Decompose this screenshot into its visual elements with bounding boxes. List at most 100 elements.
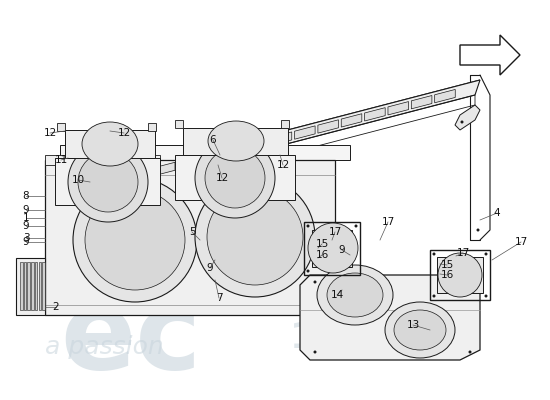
Text: 5: 5 <box>189 227 195 237</box>
Text: 12: 12 <box>276 160 290 170</box>
Text: 12: 12 <box>43 128 57 138</box>
Ellipse shape <box>317 265 393 325</box>
Text: 9: 9 <box>23 237 29 247</box>
Bar <box>39 262 41 310</box>
Ellipse shape <box>82 122 138 166</box>
Bar <box>175 120 183 128</box>
Text: 9: 9 <box>207 263 213 273</box>
Ellipse shape <box>327 273 383 317</box>
Polygon shape <box>437 257 483 293</box>
Circle shape <box>460 120 464 124</box>
Bar <box>57 123 65 131</box>
Text: 16: 16 <box>315 250 329 260</box>
Circle shape <box>284 123 286 125</box>
Polygon shape <box>16 258 45 315</box>
Text: 15: 15 <box>315 239 329 249</box>
Circle shape <box>279 132 283 136</box>
Text: 3: 3 <box>23 233 29 243</box>
Polygon shape <box>65 130 155 158</box>
Text: 4: 4 <box>494 208 501 218</box>
Polygon shape <box>201 150 222 164</box>
Polygon shape <box>248 138 268 151</box>
Text: 1985: 1985 <box>290 320 390 354</box>
Text: 12: 12 <box>216 173 229 183</box>
Text: a passion: a passion <box>45 335 164 359</box>
Circle shape <box>355 224 358 228</box>
Ellipse shape <box>438 253 482 297</box>
Text: 12: 12 <box>117 128 131 138</box>
Circle shape <box>469 280 471 284</box>
Polygon shape <box>153 80 480 165</box>
Polygon shape <box>312 230 352 267</box>
Ellipse shape <box>208 121 264 161</box>
Polygon shape <box>175 155 295 200</box>
Polygon shape <box>434 90 455 103</box>
Circle shape <box>476 228 480 232</box>
Circle shape <box>485 252 487 256</box>
Bar <box>35 262 37 310</box>
Polygon shape <box>148 80 480 180</box>
Polygon shape <box>295 126 315 139</box>
Ellipse shape <box>308 223 358 273</box>
Circle shape <box>60 126 62 128</box>
Circle shape <box>70 152 74 154</box>
Circle shape <box>469 350 471 354</box>
Polygon shape <box>55 158 160 205</box>
Ellipse shape <box>207 189 303 285</box>
Text: 9: 9 <box>23 205 29 215</box>
Text: 2: 2 <box>53 302 59 312</box>
Circle shape <box>146 134 150 138</box>
Ellipse shape <box>394 310 446 350</box>
Text: 7: 7 <box>216 293 222 303</box>
Ellipse shape <box>85 190 185 290</box>
Ellipse shape <box>68 142 148 222</box>
Bar <box>28 262 30 310</box>
Polygon shape <box>60 145 350 160</box>
Polygon shape <box>183 128 288 155</box>
Bar <box>24 262 26 310</box>
Bar <box>20 262 23 310</box>
Text: 8: 8 <box>23 191 29 201</box>
Ellipse shape <box>78 152 138 212</box>
Circle shape <box>306 224 310 228</box>
Polygon shape <box>224 144 245 158</box>
Bar <box>281 120 289 128</box>
Text: 17: 17 <box>328 227 342 237</box>
Circle shape <box>432 294 436 298</box>
Circle shape <box>151 126 153 128</box>
Polygon shape <box>45 155 160 165</box>
Circle shape <box>355 270 358 272</box>
Text: 17: 17 <box>514 237 527 247</box>
Circle shape <box>432 252 436 256</box>
Circle shape <box>314 280 316 284</box>
Text: 13: 13 <box>406 320 420 330</box>
Text: 9: 9 <box>339 245 345 255</box>
Polygon shape <box>388 102 409 115</box>
Circle shape <box>279 148 283 152</box>
Circle shape <box>70 134 74 138</box>
Polygon shape <box>155 162 175 176</box>
Circle shape <box>178 123 180 125</box>
Polygon shape <box>45 160 335 315</box>
Polygon shape <box>318 120 338 133</box>
Text: 16: 16 <box>441 270 454 280</box>
Text: 17: 17 <box>456 248 470 258</box>
Circle shape <box>314 350 316 354</box>
Ellipse shape <box>73 178 197 302</box>
Ellipse shape <box>195 138 275 218</box>
Text: 6: 6 <box>210 135 216 145</box>
Bar <box>31 262 34 310</box>
Text: 1: 1 <box>23 213 29 223</box>
Ellipse shape <box>385 302 455 358</box>
Text: 10: 10 <box>72 175 85 185</box>
Polygon shape <box>178 156 199 170</box>
Text: 14: 14 <box>331 290 344 300</box>
Polygon shape <box>300 275 480 360</box>
Bar <box>42 262 45 310</box>
Text: 15: 15 <box>441 260 454 270</box>
Polygon shape <box>455 105 480 130</box>
Text: 11: 11 <box>54 155 68 165</box>
Circle shape <box>189 148 191 152</box>
Polygon shape <box>341 114 362 127</box>
Text: ec: ec <box>60 285 201 392</box>
